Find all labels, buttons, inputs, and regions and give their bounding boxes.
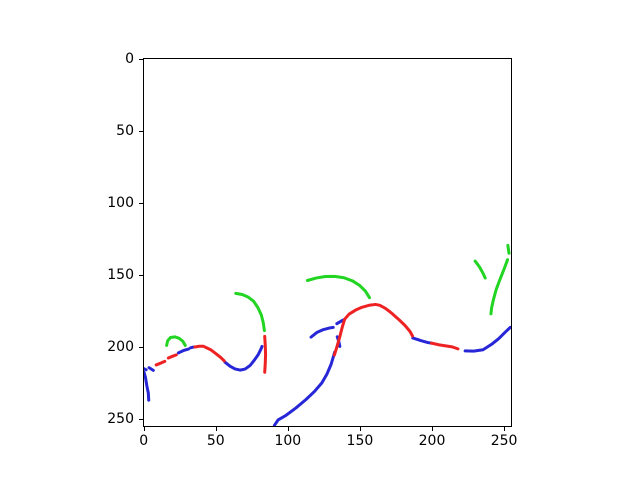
- x-tick-mark: [504, 427, 506, 431]
- y-tick-label: 100: [107, 194, 134, 211]
- y-tick-label: 250: [107, 411, 134, 428]
- red-vertical-line: [263, 334, 268, 374]
- curves-canvas: [144, 243, 511, 426]
- blue-left-edge-arc: [144, 370, 151, 402]
- blue-dash-3: [176, 347, 190, 355]
- blue-left-edge-dash-2: [147, 366, 155, 372]
- x-tick-label: 100: [274, 433, 302, 449]
- x-tick-label: 0: [139, 433, 149, 449]
- x-tick-mark: [215, 427, 217, 431]
- red-dash-2: [166, 353, 178, 360]
- blue-dash-near-peak: [335, 318, 345, 326]
- red-dash-1: [154, 359, 167, 367]
- x-tick-mark: [143, 427, 145, 431]
- x-tick-label: 50: [206, 433, 225, 449]
- green-small-arc: [165, 335, 187, 347]
- y-tick-mark: [139, 419, 143, 421]
- y-tick-label: 50: [116, 122, 134, 139]
- x-tick-mark: [432, 427, 433, 431]
- y-tick-label: 200: [107, 339, 134, 355]
- red-main-hump: [332, 302, 415, 357]
- y-tick-mark: [139, 58, 143, 60]
- y-tick-mark: [139, 274, 143, 276]
- blue-left-edge-dash-1: [144, 367, 148, 372]
- y-tick-mark: [139, 347, 143, 348]
- plot-area: [143, 58, 512, 427]
- blue-small-curve-left-of-peak: [309, 325, 335, 339]
- y-tick-label: 150: [107, 266, 134, 283]
- blue-dip-curve: [223, 344, 264, 372]
- green-right-curve: [489, 258, 510, 316]
- y-tick-mark: [139, 130, 143, 132]
- x-tick-label: 150: [346, 433, 374, 449]
- x-tick-label: 200: [418, 433, 446, 449]
- green-right-dash: [473, 259, 487, 280]
- red-right-segment: [429, 341, 460, 351]
- x-tick-mark: [359, 427, 361, 431]
- red-descent-to-dip: [203, 345, 226, 363]
- green-arc-above-vertical: [234, 291, 266, 333]
- red-peak-dash: [193, 344, 205, 349]
- green-right-edge-dash: [506, 243, 511, 255]
- y-tick-label: 0: [125, 50, 134, 67]
- blue-bottom-ascender: [272, 350, 337, 426]
- y-tick-mark: [139, 202, 143, 204]
- green-long-top-curve: [305, 274, 372, 300]
- x-tick-label: 250: [490, 433, 518, 449]
- blue-after-hump: [411, 336, 433, 345]
- blue-dash-4: [189, 345, 195, 350]
- x-tick-mark: [287, 427, 289, 431]
- blue-right-rising: [463, 325, 511, 353]
